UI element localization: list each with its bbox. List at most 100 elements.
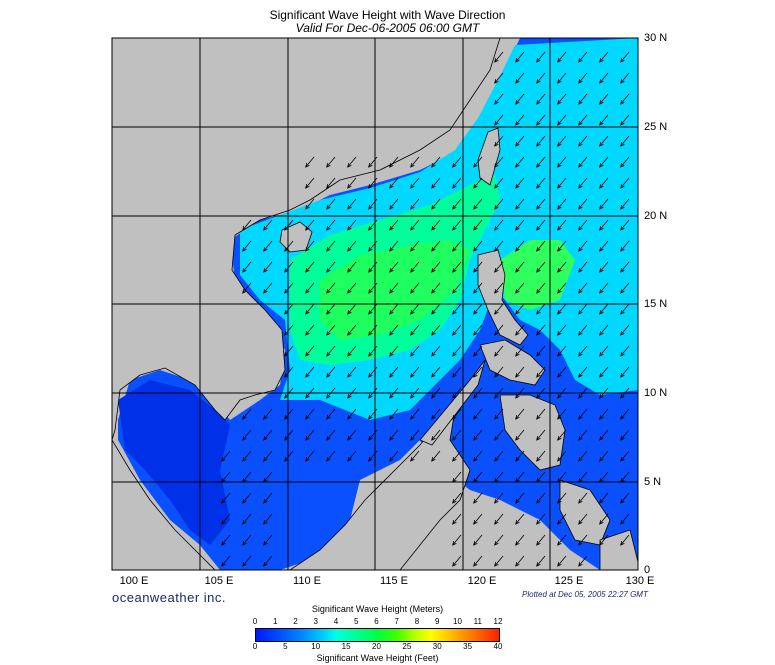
colorbar-title-meters: Significant Wave Height (Meters) bbox=[311, 604, 444, 614]
wave-direction-arrow bbox=[284, 240, 294, 252]
wave-direction-arrowhead bbox=[620, 541, 625, 546]
wave-direction-arrow bbox=[473, 492, 483, 504]
wave-direction-arrow bbox=[515, 345, 525, 357]
wave-direction-arrow bbox=[536, 408, 546, 420]
wave-direction-arrow bbox=[578, 471, 588, 483]
wave-direction-arrow bbox=[410, 198, 420, 210]
wave-direction-arrow bbox=[536, 261, 546, 273]
wave-direction-arrow bbox=[494, 471, 504, 483]
wave-direction-arrowhead bbox=[263, 499, 268, 504]
wave-direction-arrowhead bbox=[578, 415, 583, 420]
wave-direction-arrowhead bbox=[305, 331, 310, 336]
wave-direction-arrowhead bbox=[473, 226, 478, 231]
wave-direction-arrowhead bbox=[599, 541, 604, 546]
wave-direction-arrow bbox=[557, 534, 567, 546]
wave-direction-arrowhead bbox=[515, 268, 520, 273]
wave-direction-arrowhead bbox=[620, 247, 625, 252]
wave-direction-arrowhead bbox=[263, 520, 268, 525]
wave-direction-arrowhead bbox=[494, 184, 499, 189]
wave-direction-arrow bbox=[515, 198, 525, 210]
wave-direction-arrow bbox=[410, 303, 420, 315]
wave-direction-arrowhead bbox=[599, 289, 604, 294]
wave-direction-arrowhead bbox=[536, 520, 541, 525]
wave-direction-arrow bbox=[284, 429, 294, 441]
wave-direction-arrow bbox=[431, 450, 441, 462]
wave-direction-arrowhead bbox=[242, 436, 247, 441]
wave-direction-arrowhead bbox=[620, 184, 625, 189]
wave-direction-arrow bbox=[389, 303, 399, 315]
wave-direction-arrowhead bbox=[473, 268, 478, 273]
wave-direction-arrowhead bbox=[368, 436, 373, 441]
wave-direction-arrow bbox=[557, 282, 567, 294]
wave-direction-arrow bbox=[536, 471, 546, 483]
colorbar-feet-tick: 30 bbox=[432, 642, 442, 651]
wave-direction-arrowhead bbox=[599, 100, 604, 105]
wave-direction-arrow bbox=[368, 177, 378, 189]
wave-direction-arrowhead bbox=[431, 394, 436, 399]
wave-direction-arrowhead bbox=[263, 415, 268, 420]
wave-direction-arrow bbox=[452, 429, 462, 441]
wave-direction-arrowhead bbox=[515, 142, 520, 147]
wave-direction-arrow bbox=[536, 534, 546, 546]
wave-direction-arrow bbox=[431, 156, 441, 168]
wave-direction-arrow bbox=[515, 450, 525, 462]
wave-direction-arrowhead bbox=[473, 415, 478, 420]
wave-direction-arrowhead bbox=[347, 226, 352, 231]
wave-direction-arrowhead bbox=[431, 310, 436, 315]
wave-direction-arrow bbox=[305, 303, 315, 315]
wave-direction-arrowhead bbox=[494, 520, 499, 525]
wave-direction-arrow bbox=[221, 555, 231, 567]
wave-direction-arrow bbox=[305, 282, 315, 294]
wave-direction-arrow bbox=[620, 303, 630, 315]
wave-direction-arrow bbox=[347, 450, 357, 462]
wave-direction-arrow bbox=[326, 324, 336, 336]
wave-direction-arrowhead bbox=[368, 289, 373, 294]
wave-direction-arrowhead bbox=[578, 142, 583, 147]
wave-direction-arrowhead bbox=[578, 457, 583, 462]
colorbar-meter-tick: 5 bbox=[354, 617, 359, 626]
wave-direction-arrowhead bbox=[473, 310, 478, 315]
wave-direction-arrowhead bbox=[347, 436, 352, 441]
wave-direction-arrow bbox=[305, 156, 315, 168]
wave-direction-arrow bbox=[557, 93, 567, 105]
wave-direction-arrowhead bbox=[536, 100, 541, 105]
wave-direction-arrowhead bbox=[410, 394, 415, 399]
wave-direction-arrowhead bbox=[431, 373, 436, 378]
wave-direction-arrow bbox=[347, 177, 357, 189]
wave-direction-arrowhead bbox=[620, 373, 625, 378]
wave-direction-arrow bbox=[242, 534, 252, 546]
wave-direction-arrowhead bbox=[452, 499, 457, 504]
wave-direction-arrow bbox=[452, 408, 462, 420]
wave-direction-arrow bbox=[494, 114, 504, 126]
wave-direction-arrowhead bbox=[494, 331, 499, 336]
wave-direction-arrow bbox=[368, 261, 378, 273]
wave-direction-arrowhead bbox=[305, 205, 310, 210]
wave-direction-arrowhead bbox=[557, 520, 562, 525]
wave-direction-arrowhead bbox=[578, 541, 583, 546]
wave-direction-arrowhead bbox=[326, 247, 331, 252]
wave-direction-arrowhead bbox=[473, 289, 478, 294]
wave-direction-arrow bbox=[599, 198, 609, 210]
wave-direction-arrowhead bbox=[494, 457, 499, 462]
wave-direction-arrowhead bbox=[221, 499, 226, 504]
wave-direction-arrowhead bbox=[536, 268, 541, 273]
lon-label-100: 100 E bbox=[119, 575, 149, 587]
wave-direction-arrow bbox=[599, 51, 609, 63]
wave-direction-arrowhead bbox=[536, 436, 541, 441]
wave-direction-arrow bbox=[263, 513, 273, 525]
wave-direction-arrow bbox=[536, 72, 546, 84]
wave-direction-arrowhead bbox=[431, 226, 436, 231]
wave-direction-arrow bbox=[494, 135, 504, 147]
wave-direction-arrowhead bbox=[620, 268, 625, 273]
wave-direction-arrowhead bbox=[494, 79, 499, 84]
wave-direction-arrowhead bbox=[410, 163, 415, 168]
wave-direction-arrowhead bbox=[284, 457, 289, 462]
wave-direction-arrowhead bbox=[599, 268, 604, 273]
wave-direction-arrowhead bbox=[431, 352, 436, 357]
wave-direction-arrowhead bbox=[557, 562, 562, 567]
wave-direction-arrow bbox=[326, 366, 336, 378]
wave-direction-arrowhead bbox=[284, 394, 289, 399]
wave-direction-arrowhead bbox=[536, 289, 541, 294]
wave-direction-arrow bbox=[410, 261, 420, 273]
wave-direction-arrow bbox=[347, 198, 357, 210]
